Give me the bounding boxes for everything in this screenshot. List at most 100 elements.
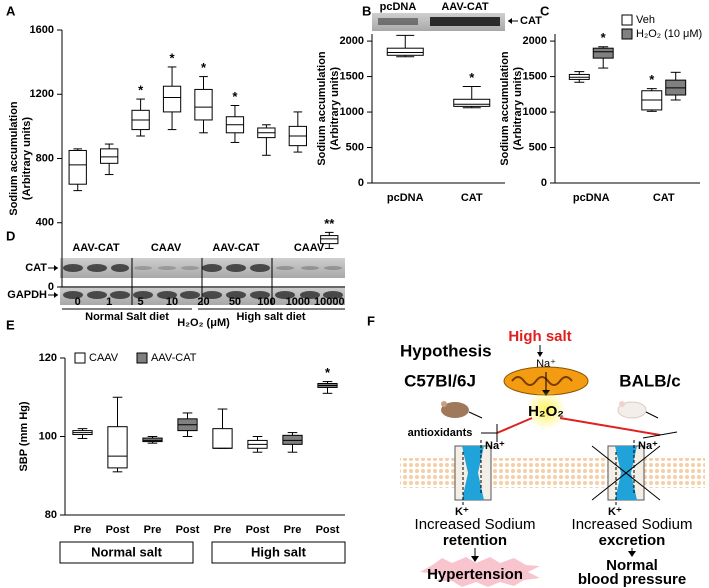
y-tick-label: 1600 xyxy=(30,24,54,36)
panel-letter: B xyxy=(362,3,371,18)
x-tick-label: CAT xyxy=(461,192,483,204)
x-tick-label: Post xyxy=(176,524,200,536)
panel-letter: D xyxy=(6,228,15,243)
panel-letter: E xyxy=(6,317,15,332)
y-axis-label: SBP (mm Hg) xyxy=(18,401,30,471)
outcome: blood pressure xyxy=(578,571,686,588)
ion-label: K⁺ xyxy=(455,506,469,518)
row-label: CAT xyxy=(25,262,47,274)
y-tick-label: 800 xyxy=(36,152,54,164)
legend-label: CAAV xyxy=(89,352,119,364)
x-tick-label: 1 xyxy=(106,296,112,308)
diet-label: Normal Salt diet xyxy=(85,311,169,323)
box xyxy=(142,437,163,443)
box xyxy=(212,428,233,449)
lane-group: AAV-CAT xyxy=(72,242,120,254)
box xyxy=(100,148,119,164)
ion-label: Na⁺ xyxy=(536,358,556,370)
y-tick-label: 2000 xyxy=(340,35,364,47)
inhibitor: antioxidants xyxy=(408,427,473,439)
significance: * xyxy=(201,60,207,75)
x-tick-label: CAT xyxy=(653,192,675,204)
panel-letter: C xyxy=(540,3,550,18)
legend-label: AAV-CAT xyxy=(151,352,197,364)
x-tick-label: Pre xyxy=(144,524,162,536)
y-tick-label: 0 xyxy=(358,177,364,189)
x-tick-label: 100 xyxy=(257,296,275,308)
y-axis-label: (Arbitrary units) xyxy=(512,67,524,150)
panel-letter: A xyxy=(6,3,16,18)
x-tick-label: Post xyxy=(316,524,340,536)
y-tick-label: 1000 xyxy=(340,106,364,118)
x-tick-label: Pre xyxy=(284,524,302,536)
x-tick-label: 0 xyxy=(75,296,81,308)
y-tick-label: 100 xyxy=(39,430,57,442)
y-axis-label: Sodium accumulation xyxy=(316,51,328,166)
ion-label: Na⁺ xyxy=(485,440,505,452)
y-axis-label: Sodium accumulation xyxy=(8,101,20,216)
strain: BALB/c xyxy=(619,371,680,390)
y-axis-label: (Arbitrary units) xyxy=(21,117,33,200)
significance: * xyxy=(469,70,475,85)
y-tick-label: 2000 xyxy=(523,35,547,47)
group-box xyxy=(211,541,346,564)
box xyxy=(386,47,424,56)
ros: H₂O₂ xyxy=(528,403,564,420)
y-tick-label: 120 xyxy=(39,352,57,364)
box xyxy=(592,47,614,59)
y-tick-label: 1500 xyxy=(523,70,547,82)
box xyxy=(320,235,339,245)
blot-label: pcDNA xyxy=(380,1,417,13)
blot-label: AAV-CAT xyxy=(441,1,489,13)
x-tick-label: Post xyxy=(106,524,130,536)
box xyxy=(68,149,87,185)
hypothesis-diagram xyxy=(400,345,705,587)
y-tick-label: 400 xyxy=(36,217,54,229)
legend-swatch xyxy=(621,14,633,26)
significance: * xyxy=(170,50,176,65)
strain: C57Bl/6J xyxy=(404,371,476,390)
x-tick-label: pcDNA xyxy=(387,192,424,204)
y-tick-label: 500 xyxy=(529,141,547,153)
effect: Increased Sodium xyxy=(415,516,536,533)
lane-group: AAV-CAT xyxy=(212,242,260,254)
ion-label: Na⁺ xyxy=(638,440,658,452)
ion-label: K⁺ xyxy=(608,506,622,518)
y-axis-label: Sodium accumulation xyxy=(499,51,511,166)
x-tick-label: Pre xyxy=(74,524,92,536)
significance: * xyxy=(649,72,655,87)
panel-letter: F xyxy=(367,313,375,328)
significance: * xyxy=(232,89,238,104)
box xyxy=(453,98,491,107)
y-tick-label: 1200 xyxy=(30,88,54,100)
legend-label: H₂O₂ (10 μM) xyxy=(636,28,702,40)
group-label: High salt xyxy=(251,544,307,559)
result: retention xyxy=(443,532,507,549)
lane-group: CAAV xyxy=(294,242,325,254)
significance: * xyxy=(601,30,607,45)
y-tick-label: 1000 xyxy=(523,106,547,118)
blot-b xyxy=(372,13,518,31)
legend-swatch xyxy=(74,352,86,364)
row-label: GAPDH xyxy=(7,289,47,301)
x-tick-label: 10000 xyxy=(314,296,345,308)
x-tick-label: 1000 xyxy=(286,296,310,308)
diagram-title: Hypothesis xyxy=(400,341,492,360)
diet-label: High salt diet xyxy=(236,311,305,323)
y-axis-label: (Arbitrary units) xyxy=(329,67,341,150)
y-tick-label: 0 xyxy=(48,281,54,293)
x-tick-label: 5 xyxy=(138,296,144,308)
significance: * xyxy=(138,83,144,98)
blot-marker: CAT xyxy=(520,15,542,27)
y-tick-label: 500 xyxy=(346,141,364,153)
box xyxy=(107,426,128,469)
y-tick-label: 1500 xyxy=(340,70,364,82)
x-tick-label: 50 xyxy=(229,296,241,308)
western-blot xyxy=(48,258,345,310)
outcome: Normal xyxy=(606,557,658,574)
x-tick-label: Pre xyxy=(214,524,232,536)
lane-group: CAAV xyxy=(151,242,182,254)
result: excretion xyxy=(599,532,666,549)
effect: Increased Sodium xyxy=(572,516,693,533)
